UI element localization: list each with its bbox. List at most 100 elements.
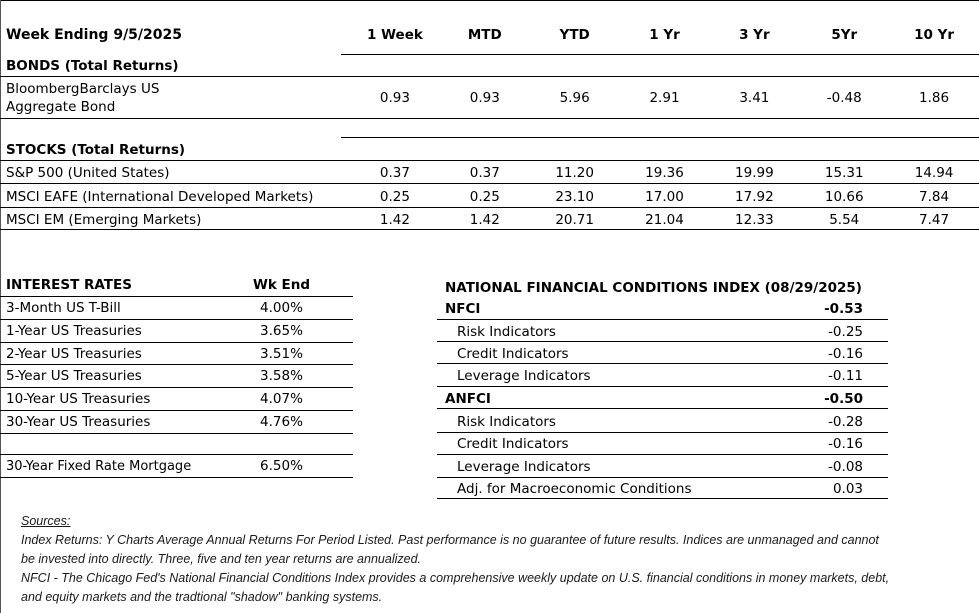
rate-row-10yr: 10-Year US Treasuries 4.07% — [0, 389, 353, 409]
nfci-row-underline — [437, 363, 888, 364]
bond-row: BloombergBarclays US Aggregate Bond 0.93… — [0, 78, 979, 118]
col-header-mtd: MTD — [467, 27, 502, 43]
rate-name: 5-Year US Treasuries — [6, 368, 142, 384]
nfci-row-underline — [437, 454, 888, 455]
rate-value: 3.51% — [260, 346, 303, 362]
interest-rates-header: INTEREST RATES Wk End — [0, 275, 353, 295]
stock-value: 0.25 — [379, 188, 410, 205]
rate-row-underline — [0, 342, 353, 343]
nfci-row-adj: Adj. for Macroeconomic Conditions 0.03 — [437, 479, 888, 498]
nfci-label: Credit Indicators — [457, 345, 569, 362]
bond-value: 2.91 — [649, 90, 680, 106]
stock-row-underline — [0, 183, 979, 184]
rate-name: 30-Year US Treasuries — [6, 414, 151, 430]
nfci-label: Leverage Indicators — [457, 367, 591, 384]
sources-heading: Sources: — [21, 514, 71, 528]
stocks-top-rule — [341, 137, 979, 138]
rate-value: 3.58% — [260, 368, 303, 384]
bond-name: BloombergBarclays US Aggregate Bond — [0, 80, 350, 116]
interest-header-underline — [0, 296, 353, 297]
nfci-label: Risk Indicators — [457, 413, 556, 430]
nfci-row-leverage2: Leverage Indicators -0.08 — [437, 457, 888, 476]
bond-value: 5.96 — [559, 90, 590, 106]
col-header-ytd: YTD — [559, 27, 590, 43]
stock-value: 5.54 — [829, 211, 860, 228]
stock-value: 0.25 — [469, 188, 500, 205]
bonds-section-underline — [0, 76, 979, 77]
rate-name: 2-Year US Treasuries — [6, 346, 142, 362]
nfci-value: -0.53 — [824, 300, 863, 317]
bond-row-underline — [0, 118, 979, 119]
interest-rates-title: INTEREST RATES — [6, 277, 132, 293]
bond-name-line2: Aggregate Bond — [6, 99, 116, 115]
nfci-row-nfci: NFCI -0.53 — [437, 299, 888, 318]
sheet-top-border — [0, 0, 979, 1]
sources-line: and equity markets and the tradtional "s… — [21, 590, 383, 604]
stock-value: 14.94 — [914, 164, 954, 181]
bond-values: 0.93 0.93 5.96 2.91 3.41 -0.48 1.86 — [350, 90, 979, 106]
bond-name-line1: BloombergBarclays US — [6, 81, 160, 97]
bond-value: 0.93 — [379, 90, 410, 106]
wk-end-column-header: Wk End — [252, 277, 311, 293]
returns-column-headers: 1 Week MTD YTD 1 Yr 3 Yr 5Yr 10 Yr — [350, 27, 979, 43]
bond-value: -0.48 — [826, 90, 862, 106]
stock-value: 7.84 — [919, 188, 950, 205]
stock-name: MSCI EM (Emerging Markets) — [6, 211, 202, 228]
stock-value: 12.33 — [735, 211, 774, 228]
nfci-row-credit2: Credit Indicators -0.16 — [437, 434, 888, 453]
mortgage-row-topline — [0, 454, 353, 455]
stock-value: 19.36 — [645, 164, 684, 181]
nfci-row-underline — [437, 408, 888, 409]
stock-row-eafe: MSCI EAFE (International Developed Marke… — [0, 186, 979, 207]
rate-row-tbill: 3-Month US T-Bill 4.00% — [0, 298, 353, 318]
stocks-section-label: STOCKS (Total Returns) — [6, 142, 186, 158]
bonds-section-row: BONDS (Total Returns) — [0, 57, 979, 75]
rate-name: 3-Month US T-Bill — [6, 300, 121, 316]
rate-row-underline — [0, 319, 353, 320]
stock-value: 15.31 — [824, 164, 864, 181]
bond-value: 1.86 — [919, 90, 950, 106]
stock-value: 1.42 — [469, 211, 500, 228]
rate-value: 6.50% — [260, 458, 303, 474]
sources-line: NFCI - The Chicago Fed's National Financ… — [21, 571, 890, 585]
nfci-value: -0.08 — [828, 458, 863, 475]
nfci-value: -0.25 — [828, 323, 863, 340]
nfci-value: 0.03 — [832, 480, 863, 497]
stock-value: 17.92 — [735, 188, 774, 205]
stock-value: 7.47 — [919, 211, 950, 228]
stock-value: 21.04 — [645, 211, 684, 228]
stock-row-em: MSCI EM (Emerging Markets) 1.42 1.42 20.… — [0, 209, 979, 230]
stock-value: 1.42 — [379, 211, 410, 228]
stock-value: 20.71 — [555, 211, 594, 228]
nfci-row-underline — [437, 477, 888, 478]
nfci-row-risk2: Risk Indicators -0.28 — [437, 412, 888, 431]
rate-row-30yr: 30-Year US Treasuries 4.76% — [0, 412, 353, 432]
bond-value: 3.41 — [739, 90, 770, 106]
stock-value: 11.20 — [555, 164, 594, 181]
rate-row-underline — [0, 433, 353, 434]
col-header-5yr: 5Yr — [831, 27, 858, 43]
rate-row-underline — [0, 364, 353, 365]
nfci-row-underline — [437, 319, 888, 320]
mortgage-row-underline — [0, 477, 353, 478]
sources-line: be invested into directly. Three, five a… — [21, 552, 421, 566]
bond-value: 0.93 — [469, 90, 500, 106]
nfci-row-underline — [437, 432, 888, 433]
col-header-10yr: 10 Yr — [914, 27, 955, 43]
nfci-value: -0.11 — [828, 367, 863, 384]
rate-row-underline — [0, 387, 353, 388]
report-title: Week Ending 9/5/2025 — [6, 27, 183, 43]
nfci-label: Leverage Indicators — [457, 458, 591, 475]
header-underline — [341, 54, 979, 55]
rate-name: 1-Year US Treasuries — [6, 323, 142, 339]
rate-row-1yr: 1-Year US Treasuries 3.65% — [0, 321, 353, 341]
stock-name: MSCI EAFE (International Developed Marke… — [6, 188, 314, 205]
stock-values: 1.42 1.42 20.71 21.04 12.33 5.54 7.47 — [350, 212, 979, 228]
col-header-1yr: 1 Yr — [649, 27, 680, 43]
stock-row-underline — [0, 207, 979, 208]
nfci-row-risk: Risk Indicators -0.25 — [437, 322, 888, 341]
rate-row-underline — [0, 410, 353, 411]
stock-value: 17.00 — [645, 188, 684, 205]
col-header-1week: 1 Week — [367, 27, 423, 43]
